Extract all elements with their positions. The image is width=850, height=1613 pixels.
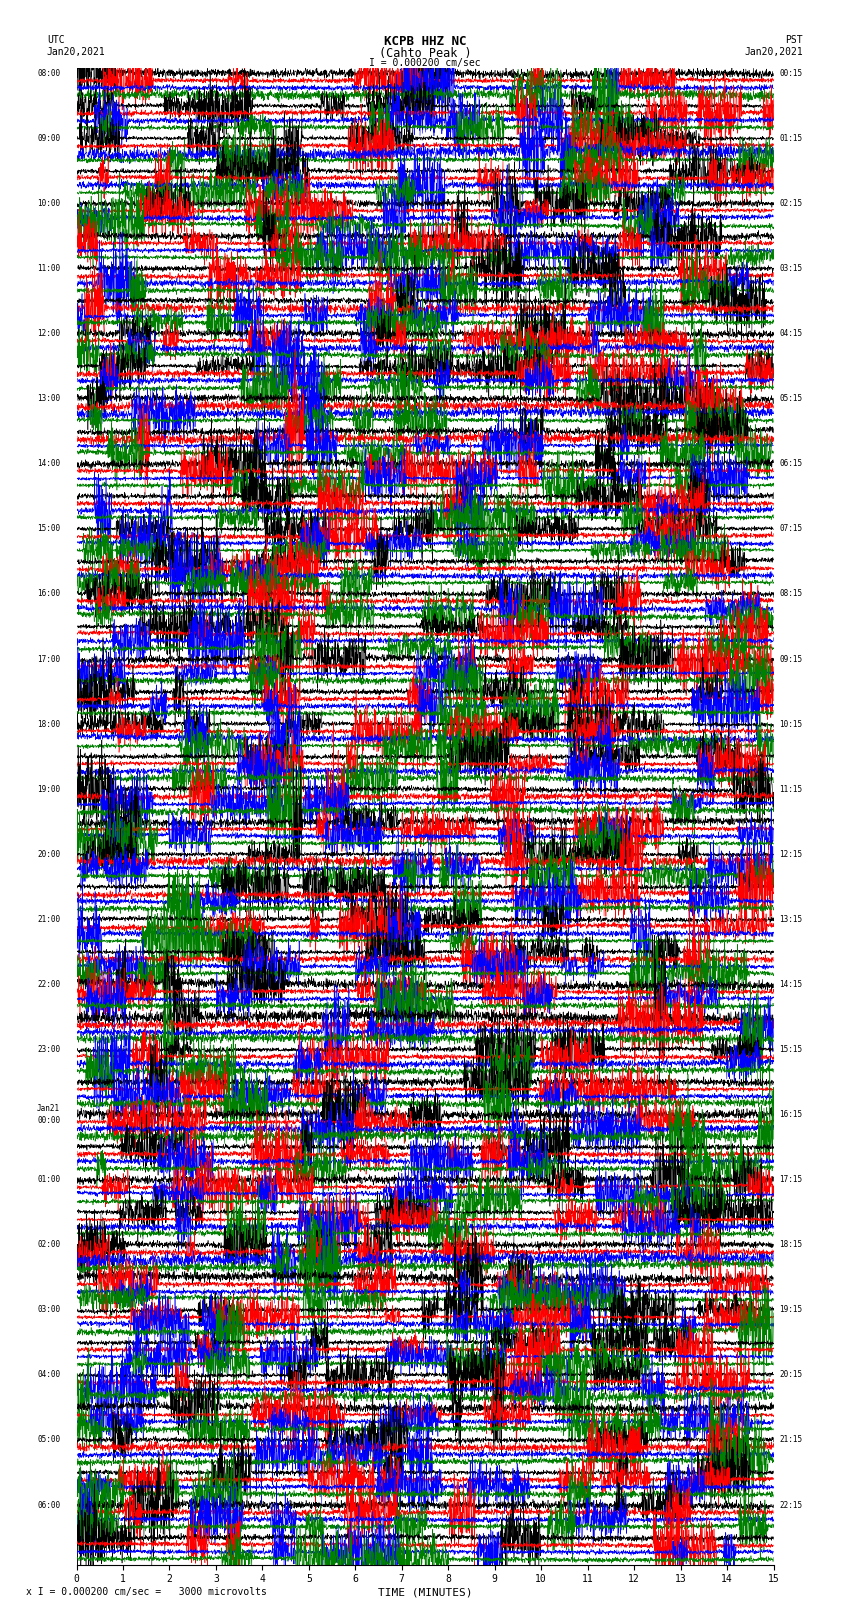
Text: (Cahto Peak ): (Cahto Peak ) (379, 47, 471, 60)
Text: 11:00: 11:00 (37, 265, 60, 273)
Text: 23:00: 23:00 (37, 1045, 60, 1053)
Text: 15:00: 15:00 (37, 524, 60, 534)
X-axis label: TIME (MINUTES): TIME (MINUTES) (377, 1587, 473, 1597)
Text: 05:15: 05:15 (779, 394, 802, 403)
Text: 13:15: 13:15 (779, 915, 802, 924)
Text: 17:00: 17:00 (37, 655, 60, 663)
Text: PST: PST (785, 35, 803, 45)
Text: 18:00: 18:00 (37, 719, 60, 729)
Text: 02:15: 02:15 (779, 198, 802, 208)
Text: Jan21: Jan21 (37, 1103, 60, 1113)
Text: 01:15: 01:15 (779, 134, 802, 144)
Text: 08:00: 08:00 (37, 69, 60, 77)
Text: 11:15: 11:15 (779, 784, 802, 794)
Text: 22:15: 22:15 (779, 1500, 802, 1510)
Text: I = 0.000200 cm/sec: I = 0.000200 cm/sec (369, 58, 481, 68)
Text: 14:15: 14:15 (779, 981, 802, 989)
Text: 22:00: 22:00 (37, 981, 60, 989)
Text: 15:15: 15:15 (779, 1045, 802, 1053)
Text: 00:15: 00:15 (779, 69, 802, 77)
Text: 10:00: 10:00 (37, 198, 60, 208)
Text: 06:15: 06:15 (779, 460, 802, 468)
Text: 09:15: 09:15 (779, 655, 802, 663)
Text: 05:00: 05:00 (37, 1436, 60, 1445)
Text: UTC: UTC (47, 35, 65, 45)
Text: 03:15: 03:15 (779, 265, 802, 273)
Text: 17:15: 17:15 (779, 1176, 802, 1184)
Text: 20:15: 20:15 (779, 1371, 802, 1379)
Text: 18:15: 18:15 (779, 1240, 802, 1248)
Text: 04:00: 04:00 (37, 1371, 60, 1379)
Text: KCPB HHZ NC: KCPB HHZ NC (383, 35, 467, 48)
Text: 06:00: 06:00 (37, 1500, 60, 1510)
Text: 14:00: 14:00 (37, 460, 60, 468)
Text: 21:15: 21:15 (779, 1436, 802, 1445)
Text: 12:15: 12:15 (779, 850, 802, 858)
Text: 10:15: 10:15 (779, 719, 802, 729)
Text: 13:00: 13:00 (37, 394, 60, 403)
Text: 20:00: 20:00 (37, 850, 60, 858)
Text: Jan20,2021: Jan20,2021 (47, 47, 105, 56)
Text: 03:00: 03:00 (37, 1305, 60, 1315)
Text: 02:00: 02:00 (37, 1240, 60, 1248)
Text: x I = 0.000200 cm/sec =   3000 microvolts: x I = 0.000200 cm/sec = 3000 microvolts (26, 1587, 266, 1597)
Text: 00:00: 00:00 (37, 1116, 60, 1126)
Text: 08:15: 08:15 (779, 589, 802, 598)
Text: 12:00: 12:00 (37, 329, 60, 339)
Text: 16:15: 16:15 (779, 1110, 802, 1119)
Text: Jan20,2021: Jan20,2021 (745, 47, 803, 56)
Text: 07:15: 07:15 (779, 524, 802, 534)
Text: 04:15: 04:15 (779, 329, 802, 339)
Text: 16:00: 16:00 (37, 589, 60, 598)
Text: 09:00: 09:00 (37, 134, 60, 144)
Text: 21:00: 21:00 (37, 915, 60, 924)
Text: 19:00: 19:00 (37, 784, 60, 794)
Text: 01:00: 01:00 (37, 1176, 60, 1184)
Text: 19:15: 19:15 (779, 1305, 802, 1315)
